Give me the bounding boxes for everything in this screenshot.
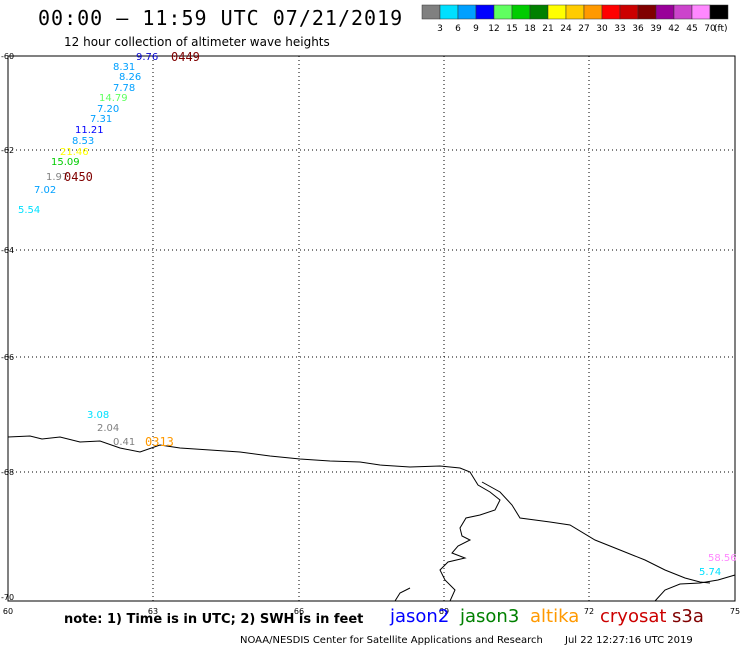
wave-height-label: 5.54 [18, 205, 40, 216]
lat-tick-label: -62 [1, 146, 14, 155]
colorbar-swatch [547, 4, 567, 20]
credit-text: NOAA/NESDIS Center for Satellite Applica… [240, 635, 543, 646]
wave-height-label: 15.09 [51, 157, 80, 168]
colorbar-swatch [493, 4, 513, 20]
colorbar-label: 30 [596, 24, 608, 34]
colorbar-swatch [655, 4, 675, 20]
colorbar-swatch [511, 4, 531, 20]
colorbar-swatch [601, 4, 621, 20]
wave-height-label: 0.41 [113, 437, 135, 448]
lat-tick-label: -70 [1, 593, 14, 602]
legend-s3a: s3a [672, 606, 704, 627]
colorbar-label: 45 [686, 24, 697, 34]
pass-time-label: 0450 [64, 170, 93, 184]
legend-cryosat: cryosat [600, 606, 667, 627]
color-legend: 3 6 9 12 15 18 21 24 27 30 33 36 39 42 45 70(ft) [421, 4, 729, 34]
colorbar-label: 39 [650, 24, 662, 34]
legend-altika: altika [530, 606, 580, 627]
coastline-shelf [654, 574, 736, 602]
colorbar-swatch [439, 4, 459, 20]
wave-height-label: 8.26 [119, 72, 141, 83]
generated-time: Jul 22 12:27:16 UTC 2019 [565, 635, 693, 646]
lat-tick-label: -66 [1, 353, 14, 362]
coastline-fragment [394, 587, 411, 602]
colorbar-label: 36 [632, 24, 644, 34]
units-note: note: 1) Time is in UTC; 2) SWH is in fe… [64, 612, 364, 627]
wave-observations: 9.768.318.267.7814.797.207.3111.218.5321… [18, 52, 737, 578]
map-subtitle: 12 hour collection of altimeter wave hei… [64, 35, 330, 49]
wave-height-label: 9.76 [136, 52, 158, 63]
colorbar-swatch [673, 4, 693, 20]
lon-tick-label: 60 [3, 607, 13, 616]
colorbar-swatch [457, 4, 477, 20]
lon-tick-label: 63 [148, 607, 158, 616]
colorbar-swatch [691, 4, 711, 20]
wave-height-label: 7.20 [97, 104, 119, 115]
wave-height-label: 7.02 [34, 185, 56, 196]
colorbar-label: 18 [524, 24, 536, 34]
colorbar-unit: (ft) [714, 24, 728, 34]
wave-height-label: 5.74 [699, 567, 721, 578]
colorbar-swatch [709, 4, 729, 20]
colorbar-label: 9 [473, 24, 479, 34]
lon-tick-label: 69 [439, 607, 449, 616]
wave-height-label: 21.46 [60, 147, 89, 158]
wave-height-label: 2.04 [97, 423, 119, 434]
lat-tick-label: -68 [1, 468, 14, 477]
wave-height-label: 11.21 [75, 125, 104, 136]
lat-lon-grid: 60 63 66 69 72 75 -60 -62 -64 -66 -68 -70 [1, 52, 740, 616]
pass-time-labels: 0449 0450 0313 [64, 50, 200, 449]
colorbar-swatch [637, 4, 657, 20]
colorbar-swatch [475, 4, 495, 20]
wave-height-label: 3.08 [87, 410, 109, 421]
colorbar-label: 3 [437, 24, 443, 34]
pass-time-label: 0313 [145, 435, 174, 449]
lon-tick-label: 72 [584, 607, 594, 616]
lat-tick-label: -60 [1, 52, 14, 61]
pass-time-label: 0449 [171, 50, 200, 64]
colorbar-swatch [421, 4, 441, 20]
wave-height-label: 8.53 [72, 136, 94, 147]
wave-height-label: 14.79 [99, 93, 128, 104]
coastline-east [481, 481, 711, 584]
colorbar-label: 33 [614, 24, 625, 34]
wave-height-label: 1.97 [46, 172, 68, 183]
legend-jason2: jason2 [390, 606, 450, 627]
colorbar-label: 24 [560, 24, 572, 34]
colorbar-label: 27 [578, 24, 589, 34]
colorbar-swatch [565, 4, 585, 20]
colorbar-label: 42 [668, 24, 679, 34]
lon-tick-label: 66 [294, 607, 304, 616]
coastline-main [7, 435, 501, 602]
colorbar-swatch [619, 4, 639, 20]
lon-tick-label: 75 [730, 607, 740, 616]
wave-height-label: 58.56 [708, 553, 737, 564]
wave-height-label: 7.78 [113, 83, 135, 94]
colorbar-label: 12 [488, 24, 499, 34]
colorbar-label: 21 [542, 24, 553, 34]
map-frame [7, 55, 736, 602]
lat-tick-label: -64 [1, 246, 14, 255]
legend-jason3: jason3 [460, 606, 520, 627]
coastline [7, 435, 736, 602]
wave-height-label: 8.31 [113, 62, 135, 73]
colorbar-swatch [583, 4, 603, 20]
colorbar-swatch [529, 4, 549, 20]
colorbar-label: 6 [455, 24, 461, 34]
map-title: 00:00 – 11:59 UTC 07/21/2019 [38, 6, 404, 30]
colorbar-label: 15 [506, 24, 517, 34]
colorbar-label: 70 [704, 24, 716, 34]
wave-height-label: 7.31 [90, 114, 112, 125]
